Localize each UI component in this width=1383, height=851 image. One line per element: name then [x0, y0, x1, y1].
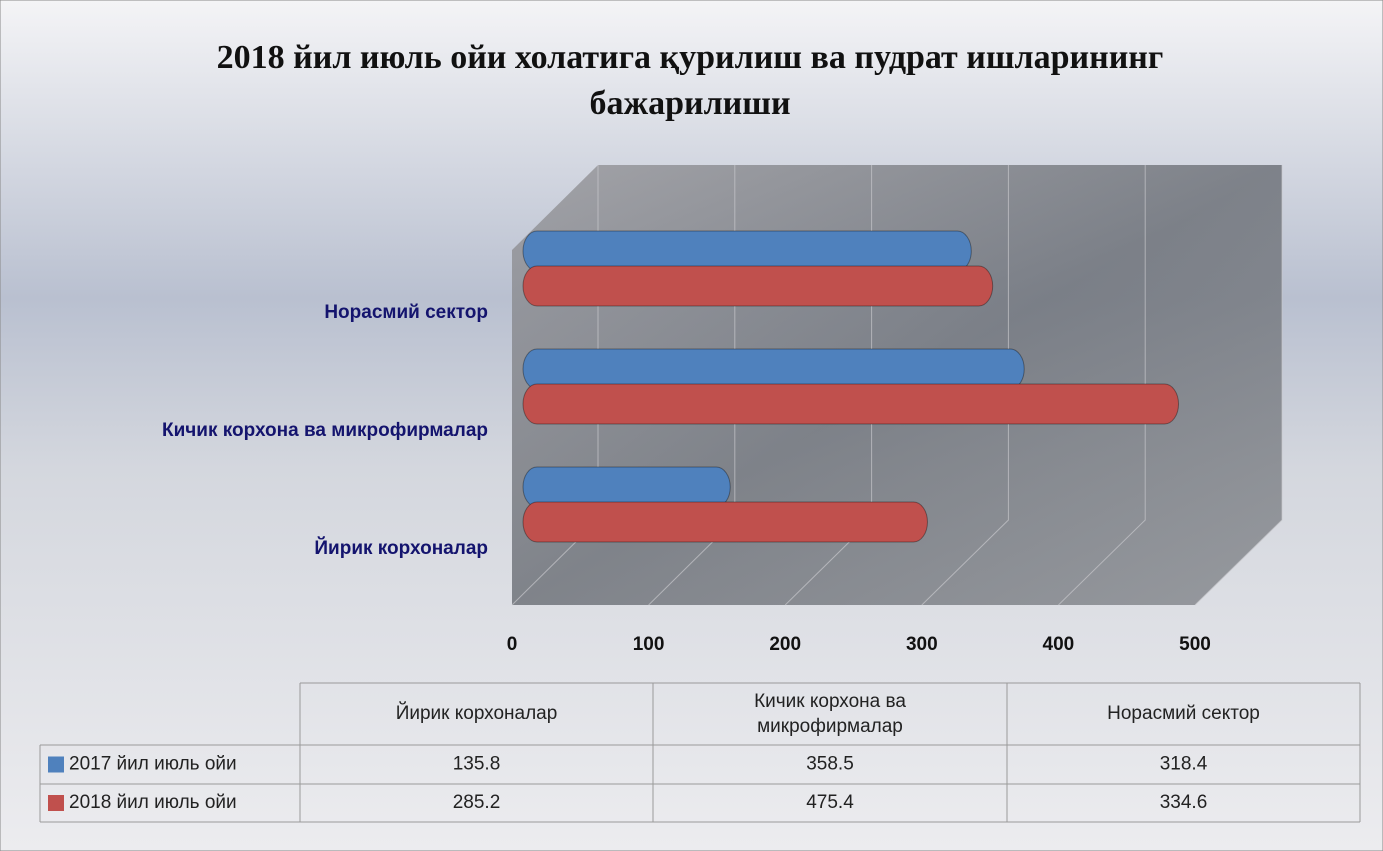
category-label: Йирик корхоналар: [314, 537, 488, 559]
category-label: Норасмий сектор: [324, 302, 488, 323]
x-tick-label: 100: [633, 634, 665, 655]
table-value: 135.8: [453, 754, 501, 775]
x-tick-label: 300: [906, 634, 938, 655]
x-tick-label: 400: [1043, 634, 1075, 655]
table-value: 318.4: [1160, 754, 1208, 775]
chart: 2018 йил июль ойи холатига қурилиш ва пу…: [0, 0, 1383, 851]
table-value: 334.6: [1160, 792, 1208, 813]
x-tick-label: 0: [507, 634, 518, 655]
bar: [523, 384, 1179, 424]
legend-label: 2018 йил июль ойи: [69, 792, 237, 813]
bar: [523, 467, 730, 507]
bar: [523, 502, 927, 542]
table-value: 358.5: [806, 754, 854, 775]
table-value: 475.4: [806, 792, 854, 813]
legend-swatch: [48, 795, 64, 811]
table-header: Норасмий сектор: [1107, 703, 1260, 724]
legend-label: 2017 йил июль ойи: [69, 754, 237, 775]
bar: [523, 231, 971, 271]
category-label: Кичик корхона ва микрофирмалар: [162, 420, 488, 441]
legend-swatch: [48, 757, 64, 773]
table-header: Йирик корхоналар: [396, 702, 558, 724]
bar: [523, 266, 993, 306]
bar: [523, 349, 1024, 389]
x-tick-label: 200: [769, 634, 801, 655]
x-tick-label: 500: [1179, 634, 1211, 655]
table-value: 285.2: [453, 792, 501, 813]
